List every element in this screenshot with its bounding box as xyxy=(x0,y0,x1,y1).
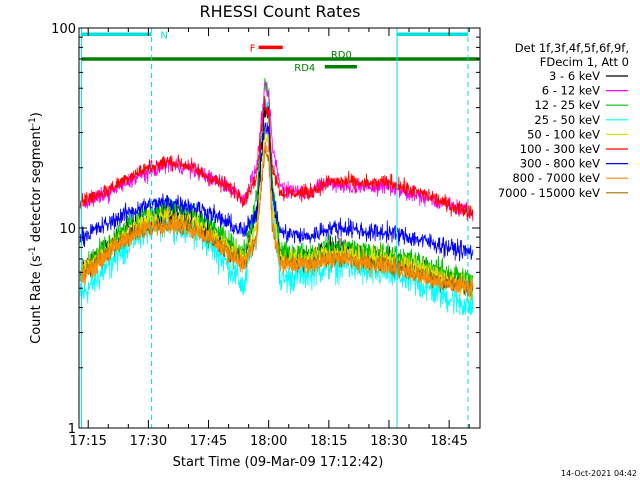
legend-label: 12 - 25 keV xyxy=(534,98,600,112)
legend-header-line-2: FDecim 1, Att 0 xyxy=(540,55,629,69)
x-axis: 17:15 17:30 17:45 18:00 18:15 18:30 18:45 xyxy=(69,28,470,449)
series-line xyxy=(79,96,474,221)
x-tick-label: 17:15 xyxy=(69,434,106,449)
legend-label: 100 - 300 keV xyxy=(520,142,600,156)
interval-label: RD4 xyxy=(294,63,315,74)
x-tick-label: 17:45 xyxy=(190,434,227,449)
time-intervals: N F RD0 RD4 xyxy=(81,30,480,74)
legend-label: 6 - 12 keV xyxy=(542,84,600,98)
series-line xyxy=(79,81,474,222)
chart-title: RHESSI Count Rates xyxy=(200,2,361,21)
y-tick-label: 1 xyxy=(68,422,76,437)
x-axis-label: Start Time (09-Mar-09 17:12:42) xyxy=(173,455,384,470)
x-tick-label: 18:00 xyxy=(250,434,287,449)
legend-label: 800 - 7000 keV xyxy=(512,171,600,185)
x-tick-label: 18:15 xyxy=(310,434,347,449)
x-tick-label: 18:45 xyxy=(430,434,467,449)
legend-header-line-1: Det 1f,3f,4f,5f,6f,9f, xyxy=(515,41,629,55)
legend: Det 1f,3f,4f,5f,6f,9f, FDecim 1, Att 0 3… xyxy=(498,41,629,200)
x-tick-label: 18:30 xyxy=(370,434,407,449)
interval-label: N xyxy=(160,30,167,41)
series-lines xyxy=(79,78,474,316)
series-line xyxy=(79,121,474,262)
x-tick-label: 17:30 xyxy=(130,434,167,449)
interval-label: F xyxy=(250,43,256,54)
legend-label: 50 - 100 keV xyxy=(527,127,600,141)
y-axis: 1 10 100 xyxy=(51,22,480,437)
legend-label: 25 - 50 keV xyxy=(534,113,600,127)
y-axis-label: Count Rate (s-1 detector segment-1) xyxy=(28,112,44,344)
y-tick-label: 100 xyxy=(51,22,76,37)
legend-label: 300 - 800 keV xyxy=(520,157,600,171)
y-tick-label: 10 xyxy=(59,222,76,237)
interval-label: RD0 xyxy=(331,50,352,61)
series-line xyxy=(79,139,474,301)
legend-label: 3 - 6 keV xyxy=(549,69,600,83)
generation-timestamp: 14-Oct-2021 04:42 xyxy=(561,469,637,478)
legend-label: 7000 - 15000 keV xyxy=(498,186,600,200)
